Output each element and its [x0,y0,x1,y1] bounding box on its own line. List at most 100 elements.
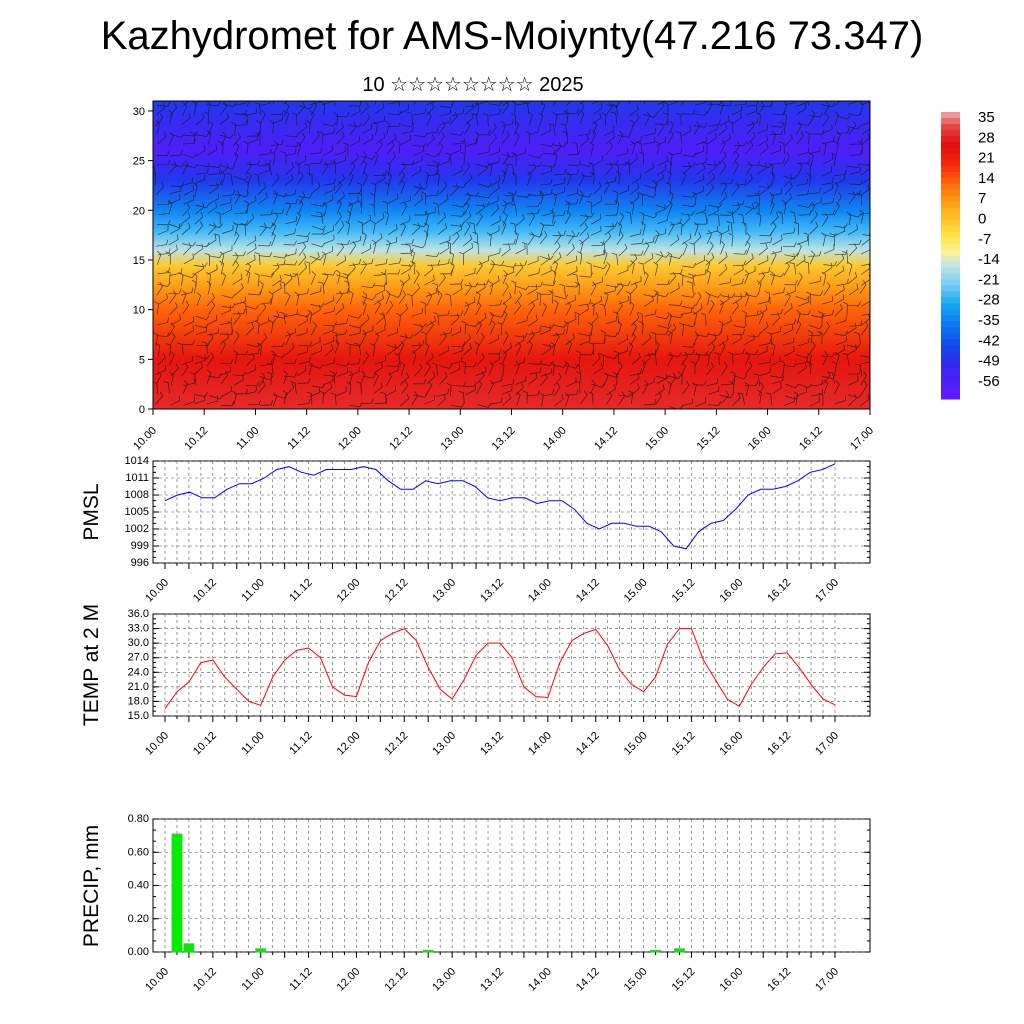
wind-barb [399,333,408,347]
wind-barb [809,250,816,265]
wind-barb [220,340,227,354]
wind-barb [770,122,785,128]
wind-barb [656,164,667,176]
wind-barb [677,371,683,385]
x-tick-label: 17.00 [813,966,841,994]
wind-barb [575,350,581,364]
wind-barb [721,361,728,376]
colorbar-segment [941,327,960,334]
wind-barb [576,371,582,385]
colorbar-segment [941,249,960,256]
wind-barb [847,224,858,236]
wind-barb [309,158,323,165]
wind-barb [437,309,450,317]
wind-barb [196,162,211,168]
wind-barb [168,161,177,174]
wind-barb [270,151,276,166]
wind-barb [737,392,745,405]
wind-barb [861,321,869,335]
wind-barb [283,228,296,237]
x-tick-label: 16.00 [717,966,745,994]
wind-barb [156,317,169,326]
wind-barb [356,381,362,395]
wind-barb [848,393,857,407]
colorbar-segment [941,285,960,292]
wind-barb [348,290,354,305]
wind-barb [394,353,401,366]
wind-barb [681,171,687,186]
wind-barb [349,122,357,136]
wind-barb [732,141,741,155]
wind-barb [789,262,797,275]
wind-barb [694,352,701,367]
wind-barb [336,131,345,145]
wind-barb [822,136,835,145]
wind-barb [515,341,522,356]
wind-barb [407,111,414,125]
wind-barb [234,176,249,181]
wind-barb [605,162,613,176]
wind-barb [452,108,465,117]
wind-barb [655,253,670,258]
wind-barb [157,267,170,275]
wind-barb [334,101,336,106]
wind-barb [654,391,662,406]
wind-barb [591,112,602,125]
wind-barb [208,193,220,205]
wind-barb [644,295,654,307]
wind-barb [245,322,255,336]
wind-barb [387,121,401,128]
wind-barb [770,272,785,278]
wind-barb [759,321,769,334]
wind-barb [232,251,246,257]
wind-barb [772,234,783,246]
wind-barb [462,162,471,176]
wind-barb [797,309,811,315]
wind-barb [203,111,210,126]
wind-barb [475,366,487,377]
wind-barb [612,311,620,325]
precip-bar [255,948,267,953]
wind-barb [758,382,764,396]
wind-barb [693,331,699,346]
wind-barb [542,220,556,226]
wind-barb [426,169,439,177]
wind-barb [847,271,858,284]
wind-barb [410,249,415,264]
wind-barb [653,290,659,304]
wind-barb [372,233,383,245]
wind-barb [497,321,503,336]
wind-barb [559,283,566,297]
x-tick-label: 15.12 [670,966,698,994]
wind-barb [644,349,657,357]
wind-barb [834,101,841,107]
wind-barb [195,132,210,137]
wind-barb [612,372,618,386]
wind-barb [770,308,783,316]
wind-barb [810,379,824,387]
wind-barb [169,194,181,205]
wind-barb [772,375,784,384]
wind-barb [361,123,373,134]
wind-barb [264,163,272,176]
wind-barb [855,363,863,377]
wind-barb [708,342,716,357]
wind-barb [476,320,482,335]
wind-barb [399,334,414,339]
wind-barb [797,362,807,375]
y-tick-label: 27.0 [128,652,149,664]
wind-barb [360,243,372,255]
wind-barb [602,250,608,265]
wind-barb [578,128,591,137]
wind-barb [307,309,313,324]
wind-barb [433,312,440,326]
wind-barb [438,364,453,369]
wind-barb [849,179,863,185]
wind-barb [233,311,241,325]
wind-barb [322,127,336,136]
wind-barb [423,230,429,245]
wind-barb [437,393,446,407]
wind-barb [432,160,438,174]
wind-barb [603,291,609,306]
